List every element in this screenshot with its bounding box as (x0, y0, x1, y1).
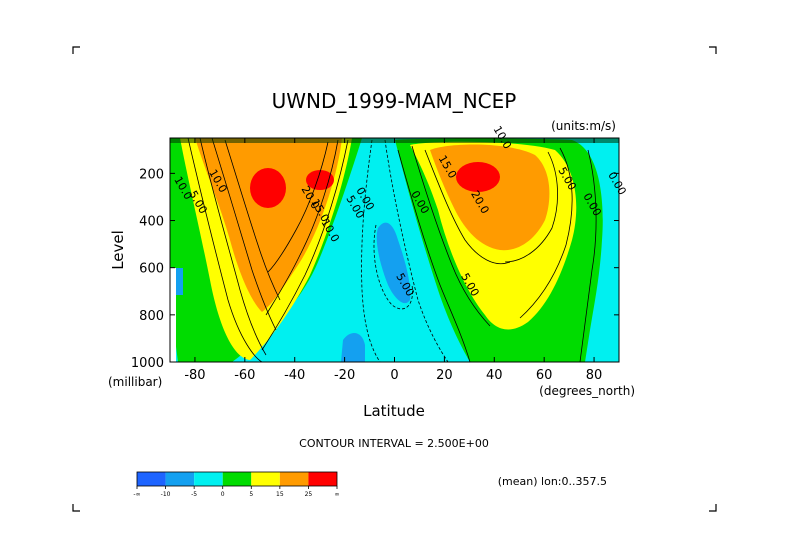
crop-mark-tr (709, 46, 717, 54)
contour-interval-label: CONTOUR INTERVAL = 2.500E+00 (299, 437, 489, 450)
colorbar-label: 15 (276, 491, 284, 498)
colorbar-frame (136, 471, 338, 487)
x-tick-label: 80 (586, 368, 603, 383)
tropical-easterly-pocket-lower (341, 333, 365, 362)
x-axis-title: Latitude (363, 402, 425, 420)
sh-jet-core (250, 168, 286, 208)
colorbar-label: -∞ (133, 491, 140, 498)
tropical-easterly-pocket-upper (376, 222, 411, 304)
plot-area (170, 138, 619, 362)
x-tick-label: -40 (284, 368, 305, 383)
colorbar: -∞ -10 -5 0 5 15 25 ∞ (133, 471, 340, 498)
colorbar-swatch (308, 472, 337, 486)
colorbar-label: 0 (221, 491, 225, 498)
y-tick-label: 800 (139, 309, 164, 324)
colorbar-label: ∞ (335, 491, 340, 498)
contour-lines (187, 138, 597, 362)
colorbar-swatch (165, 472, 195, 486)
crop-mark-tl (72, 46, 80, 54)
colorbar-swatch (137, 472, 166, 486)
crop-mark-br (709, 504, 717, 512)
colorbar-label: -10 (161, 491, 171, 498)
x-tick-label: 20 (436, 368, 453, 383)
y-axis-title: Level (109, 230, 127, 270)
y-tick-label: 400 (139, 215, 164, 230)
colorbar-label: 5 (249, 491, 253, 498)
units-label: (units:m/s) (551, 119, 616, 133)
crop-marks (72, 46, 717, 512)
colorbar-swatch (222, 472, 252, 486)
negative-contour-lines (361, 139, 449, 362)
colorbar-label: -5 (191, 491, 197, 498)
x-unit-label: (degrees_north) (539, 384, 635, 398)
colorbar-swatch (251, 472, 280, 486)
x-tick-label: 0 (390, 368, 398, 383)
colorbar-swatch (279, 472, 309, 486)
colorbar-swatch (194, 472, 223, 486)
y-tick-label: 600 (139, 262, 164, 277)
x-tick-label: -60 (234, 368, 255, 383)
nh-jet-core (456, 162, 500, 192)
y-unit-label: (millibar) (108, 375, 162, 389)
x-tick-label: 60 (536, 368, 553, 383)
x-tick-label: -20 (334, 368, 355, 383)
x-axis: -80 -60 -40 -20 0 20 40 60 80 (184, 138, 602, 383)
y-tick-label: 1000 (131, 356, 164, 371)
y-tick-label: 200 (139, 167, 164, 182)
mean-lon-label: (mean) lon:0..357.5 (498, 475, 607, 488)
polar-easterly-patch (176, 268, 183, 295)
crop-mark-bl (72, 504, 80, 512)
x-tick-label: 40 (486, 368, 503, 383)
sh-orange-band (195, 138, 342, 312)
chart-title: UWND_1999-MAM_NCEP (272, 89, 517, 113)
y-axis: 200 400 600 800 1000 (131, 167, 619, 371)
colorbar-label: 25 (305, 491, 313, 498)
x-tick-label: -80 (184, 368, 205, 383)
